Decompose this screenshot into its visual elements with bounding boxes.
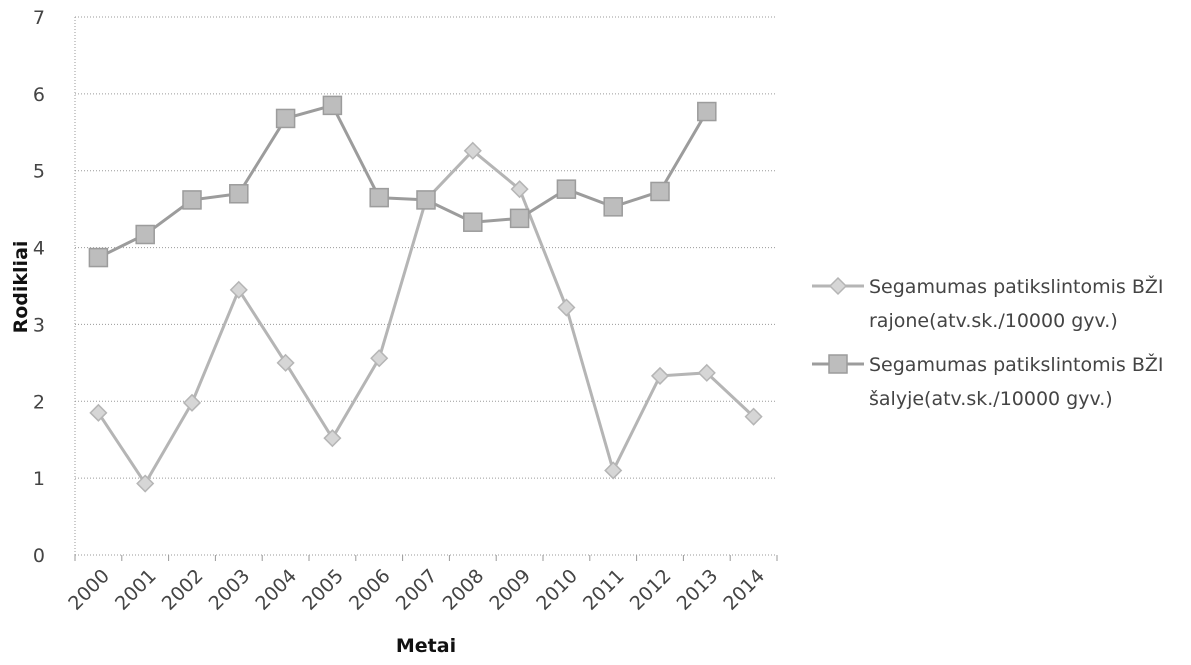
x-tick-label: 2004: [251, 565, 301, 615]
data-point: [697, 101, 717, 122]
y-tick-label: 1: [33, 468, 45, 490]
y-tick-label: 4: [33, 238, 45, 260]
data-point: [89, 403, 108, 422]
data-point: [557, 298, 576, 317]
x-axis: 2000200120022003200420052006200720082009…: [64, 17, 778, 615]
data-point: [416, 190, 436, 210]
y-tick-label: 0: [33, 545, 45, 567]
series-2: [88, 95, 717, 268]
data-point: [650, 366, 670, 385]
x-tick-label: 2001: [111, 565, 161, 615]
x-tick-label: 2002: [158, 565, 208, 615]
data-point: [136, 474, 155, 493]
y-tick-label: 3: [33, 314, 45, 336]
x-tick-label: 2013: [673, 565, 723, 615]
data-point: [509, 208, 530, 229]
data-point: [182, 393, 202, 412]
data-point: [229, 280, 248, 299]
legend-label: Segamumas patikslintomis BŽI: [869, 353, 1163, 376]
legend-marker: [828, 276, 848, 296]
data-point: [556, 179, 577, 199]
y-tick-label: 6: [33, 84, 45, 106]
data-point: [603, 197, 623, 217]
x-tick-label: 2014: [719, 565, 769, 615]
x-tick-label: 2010: [532, 565, 582, 615]
legend: Segamumas patikslintomis BŽI rajone(atv.s…: [812, 275, 1163, 410]
x-tick-label: 2006: [345, 565, 395, 615]
y-tick-label: 5: [33, 161, 45, 183]
data-point: [275, 108, 296, 129]
data-point: [276, 353, 295, 372]
data-point: [744, 407, 763, 426]
x-tick-label: 2011: [579, 565, 629, 615]
y-axis-title: Rodikliai: [10, 241, 32, 334]
legend-label: rajone(atv.sk./10000 gyv.): [869, 310, 1118, 332]
y-tick-label: 7: [33, 7, 45, 29]
data-point: [604, 461, 623, 480]
data-point: [323, 429, 342, 448]
data-point: [650, 181, 670, 202]
data-point: [182, 190, 202, 210]
x-tick-label: 2009: [485, 565, 535, 615]
x-tick-label: 2012: [626, 565, 676, 615]
data-point: [463, 141, 482, 160]
y-axis-ticks: 0 1 2 3 4 5 6 7: [33, 7, 45, 567]
data-point: [369, 187, 389, 208]
series-line: [97, 103, 709, 259]
x-axis-title: Metai: [396, 635, 456, 657]
data-point: [697, 363, 716, 382]
data-point: [463, 212, 483, 232]
legend-label: šalyje(atv.sk./10000 gyv.): [869, 388, 1113, 410]
x-tick-label: 2008: [439, 565, 489, 615]
x-tick-label: 2000: [64, 565, 114, 615]
series-layer: [88, 95, 763, 493]
legend-marker: [828, 354, 848, 374]
y-tick-label: 2: [33, 391, 45, 413]
data-point: [135, 224, 155, 245]
gridlines: [75, 16, 777, 479]
data-point: [370, 349, 389, 368]
x-tick-label: 2007: [392, 565, 442, 615]
x-tick-label: 2005: [298, 565, 348, 615]
data-point: [229, 184, 249, 204]
x-tick-label: 2003: [205, 565, 255, 615]
data-point: [510, 180, 529, 199]
data-point: [88, 247, 109, 268]
data-point: [322, 95, 343, 116]
legend-label: Segamumas patikslintomis BŽI: [869, 275, 1163, 298]
